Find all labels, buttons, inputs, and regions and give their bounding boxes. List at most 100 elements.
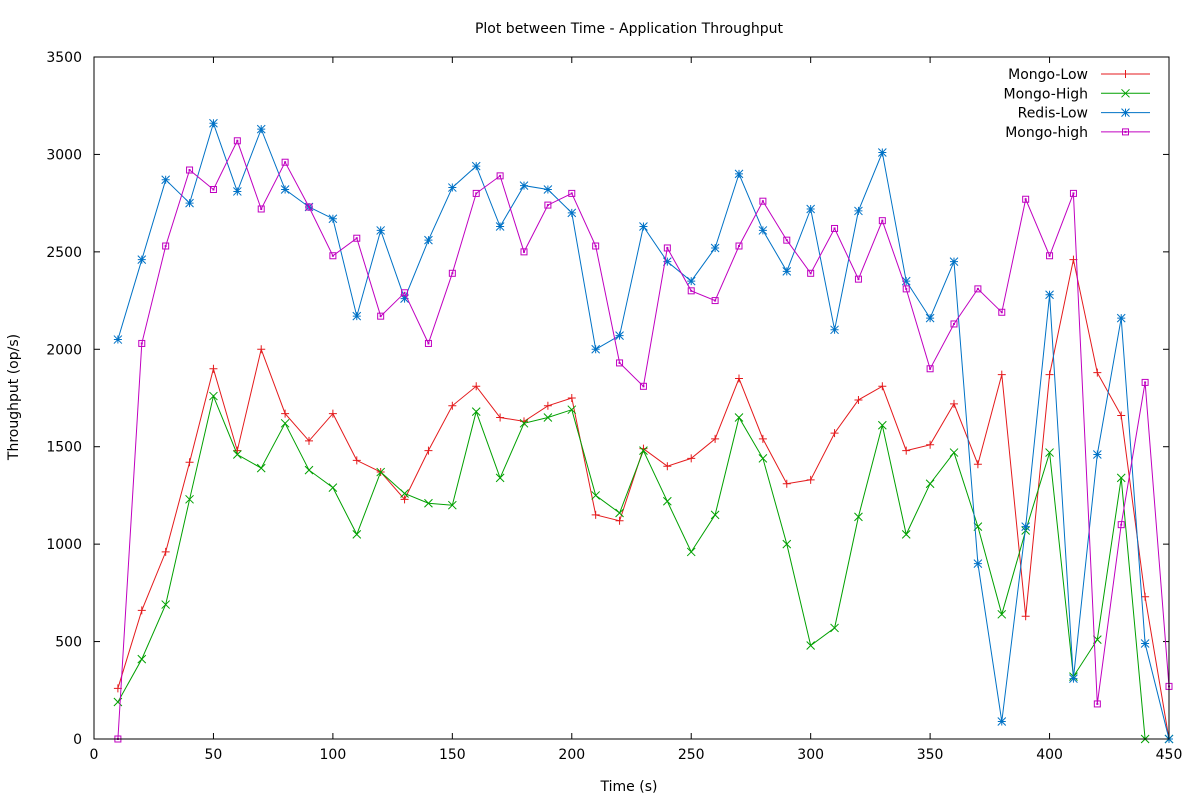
data-point-mongo-high [901, 530, 911, 539]
y-tick-label: 1000 [46, 537, 82, 553]
data-point-mongo-high [877, 420, 887, 430]
data-point-mongo-high [186, 166, 194, 174]
data-point-mongo-low [1117, 411, 1126, 420]
data-point-mongo-high [401, 289, 409, 297]
data-point-redis-low [137, 255, 147, 265]
data-point-mongo-high [495, 473, 505, 483]
y-tick-label: 1500 [46, 440, 82, 456]
data-point-mongo-low [806, 475, 815, 484]
data-point-redis-low [615, 331, 624, 340]
data-point-mongo-high [854, 275, 862, 283]
data-point-mongo-high [1093, 700, 1101, 708]
data-point-mongo-high [520, 248, 528, 256]
data-point-mongo-high [758, 454, 768, 463]
series-mongo-low [113, 255, 1173, 743]
data-point-redis-low [1021, 522, 1031, 531]
data-point-redis-low [280, 185, 290, 194]
data-point-mongo-low [496, 413, 505, 422]
data-point-mongo-high [710, 510, 720, 520]
data-point-redis-low [1069, 674, 1078, 683]
data-point-mongo-high [830, 623, 839, 633]
data-point-mongo-high [161, 600, 171, 609]
x-axis-label: Time (s) [600, 779, 658, 795]
y-tick-label: 500 [55, 635, 82, 651]
data-point-mongo-high [543, 413, 553, 422]
x-tick-label: 150 [439, 747, 466, 763]
data-point-mongo-low [305, 436, 313, 445]
data-point-mongo-high [949, 448, 959, 457]
x-tick-label: 50 [205, 747, 223, 763]
data-point-redis-low [901, 276, 911, 286]
data-point-redis-low [686, 276, 696, 286]
data-point-mongo-low [878, 382, 887, 391]
data-point-mongo-low [1045, 370, 1054, 379]
data-point-mongo-low [137, 606, 146, 615]
data-point-redis-low [973, 559, 983, 568]
data-point-mongo-low [400, 495, 409, 504]
data-point-mongo-low [854, 395, 863, 404]
x-tick-label: 350 [917, 747, 944, 763]
data-point-redis-low [925, 313, 935, 323]
data-point-redis-low [400, 294, 409, 303]
data-point-redis-low [232, 187, 242, 196]
data-point-mongo-low [161, 547, 170, 556]
data-point-mongo-high [280, 418, 290, 428]
data-point-mongo-high [353, 234, 361, 242]
data-point-redis-low [1140, 639, 1150, 648]
data-point-mongo-high [304, 465, 314, 475]
data-point-mongo-high [783, 236, 791, 244]
data-point-redis-low [495, 222, 505, 231]
legend-label: Redis-Low [1018, 106, 1088, 122]
data-point-redis-low [352, 311, 362, 321]
data-point-redis-low [710, 243, 720, 253]
data-point-redis-low [782, 266, 792, 276]
data-point-mongo-low [567, 394, 576, 402]
data-point-mongo-high [591, 491, 601, 500]
data-point-redis-low [113, 335, 123, 344]
x-tick-label: 100 [320, 747, 347, 763]
x-tick-label: 200 [558, 747, 585, 763]
data-point-mongo-high [138, 339, 146, 347]
data-point-redis-low [877, 148, 887, 157]
data-point-mongo-high [615, 508, 624, 518]
series-layer [113, 118, 1174, 744]
data-point-mongo-high [209, 186, 217, 194]
data-point-mongo-high [854, 512, 863, 522]
data-point-redis-low [662, 257, 672, 266]
data-point-mongo-high [257, 205, 265, 213]
data-point-mongo-high [1045, 448, 1054, 457]
data-point-mongo-high [734, 413, 744, 422]
data-point-mongo-high [1046, 252, 1054, 260]
data-point-mongo-high [544, 201, 552, 209]
data-point-redis-low [543, 185, 553, 194]
data-point-mongo-low [209, 364, 218, 373]
data-point-mongo-high [663, 244, 671, 252]
data-point-mongo-high [185, 494, 194, 504]
data-point-mongo-high [902, 285, 910, 293]
data-point-mongo-low [328, 409, 337, 418]
data-point-mongo-high [592, 242, 600, 250]
data-point-mongo-high [352, 530, 362, 539]
data-point-mongo-high [400, 489, 409, 498]
legend: Mongo-Low Mongo-High Redis-Low Mongo-high [1004, 67, 1150, 141]
data-point-mongo-low [448, 401, 457, 410]
data-point-mongo-high [137, 654, 147, 664]
data-point-mongo-high [687, 287, 695, 295]
x-tick-label: 450 [1156, 747, 1183, 763]
data-point-mongo-low [472, 382, 481, 391]
legend-label: Mongo-High [1004, 86, 1088, 102]
data-point-mongo-high [447, 500, 457, 510]
data-point-mongo-low [926, 440, 935, 449]
data-point-redis-low [639, 222, 648, 231]
data-point-mongo-low [735, 374, 743, 383]
y-tick-label: 3500 [46, 50, 82, 66]
data-point-mongo-high [782, 539, 792, 549]
data-point-redis-low [161, 175, 171, 185]
data-point-redis-low [591, 344, 601, 354]
data-point-mongo-high [424, 339, 432, 347]
data-point-redis-low [1092, 450, 1102, 459]
data-point-mongo-high [232, 450, 242, 459]
data-point-mongo-low [830, 429, 839, 438]
legend-label: Mongo-Low [1008, 67, 1088, 83]
